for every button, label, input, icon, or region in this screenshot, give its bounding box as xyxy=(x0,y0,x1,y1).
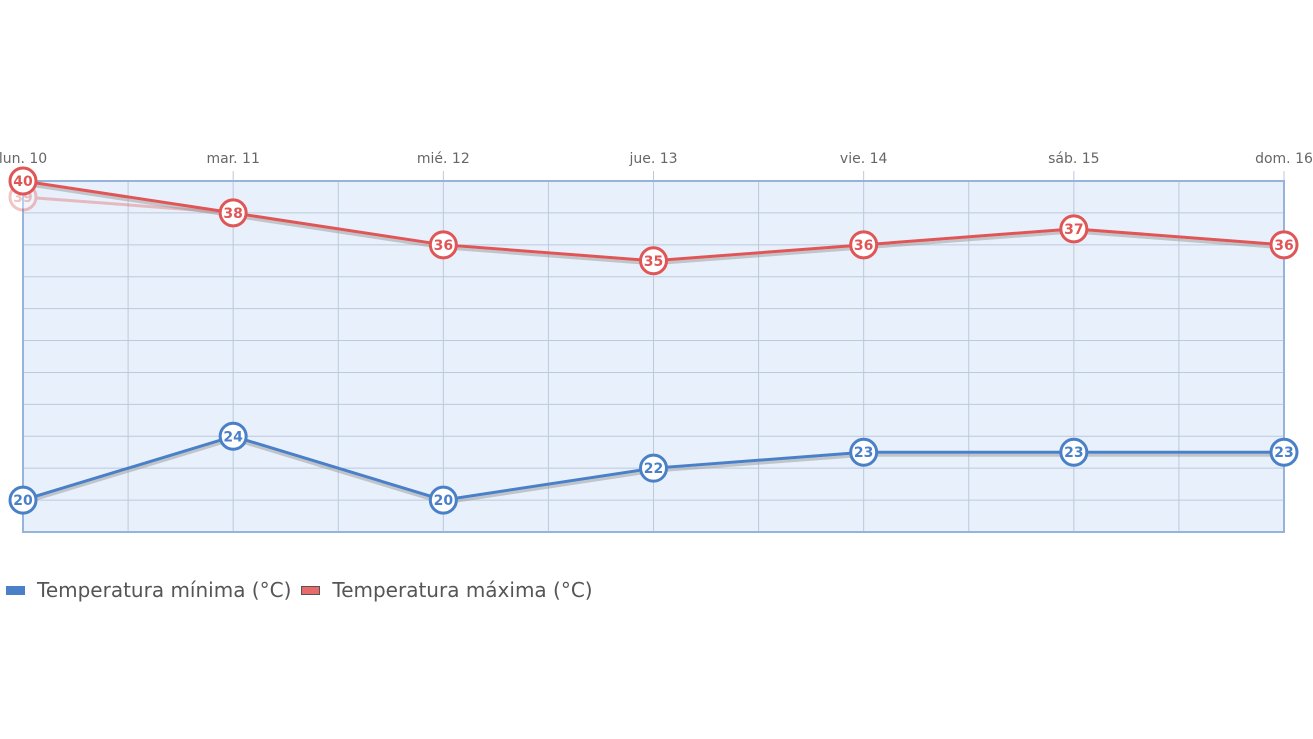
data-label: 37 xyxy=(1064,222,1083,238)
x-tick-label: jue. 13 xyxy=(628,151,677,167)
x-tick-label: sáb. 15 xyxy=(1048,151,1099,167)
data-point xyxy=(639,246,668,276)
data-point xyxy=(218,198,248,228)
data-label: 23 xyxy=(1274,445,1293,461)
data-label: 36 xyxy=(1274,238,1293,254)
data-point xyxy=(849,230,879,260)
legend-item-max[interactable]: Temperatura máxima (°C) xyxy=(301,578,593,602)
data-label: 36 xyxy=(854,238,873,254)
x-tick-label: lun. 10 xyxy=(0,151,47,167)
data-label: 40 xyxy=(13,174,33,190)
plot-border xyxy=(22,180,1285,533)
x-tick-label: dom. 16 xyxy=(1255,151,1313,167)
data-point xyxy=(428,230,458,260)
data-label: 23 xyxy=(1064,445,1083,461)
data-point xyxy=(1059,437,1089,467)
data-label: 36 xyxy=(434,238,453,254)
data-point xyxy=(639,453,668,483)
data-point xyxy=(1269,230,1299,260)
legend-label-max: Temperatura máxima (°C) xyxy=(332,578,593,602)
data-point xyxy=(1269,437,1299,467)
data-point xyxy=(218,421,248,451)
data-label: 38 xyxy=(223,206,242,222)
x-tick-label: mié. 12 xyxy=(417,151,470,167)
data-point xyxy=(8,166,38,196)
data-point xyxy=(8,485,38,515)
data-point xyxy=(428,485,458,515)
legend-swatch-max xyxy=(301,585,321,595)
data-point xyxy=(849,437,879,467)
data-label: 23 xyxy=(854,445,873,461)
data-label: 20 xyxy=(434,493,454,509)
data-point xyxy=(1059,214,1089,244)
data-label: 24 xyxy=(223,429,243,445)
legend-swatch-min xyxy=(6,585,25,595)
data-label: 35 xyxy=(644,254,663,270)
x-tick-label: vie. 14 xyxy=(840,151,888,167)
data-label: 22 xyxy=(644,461,663,477)
legend-label-min: Temperatura mínima (°C) xyxy=(37,578,292,602)
x-tick-label: mar. 11 xyxy=(206,151,259,167)
temperature-chart: lun. 10 mar. 11 mié. 12 jue. 13 vie. 14 sáb. … xyxy=(0,151,1313,533)
legend-item-min[interactable]: Temperatura mínima (°C) xyxy=(6,578,291,602)
legend: Temperatura mínima (°C) Temperatura máxi… xyxy=(6,578,603,602)
data-label: 20 xyxy=(13,493,33,509)
